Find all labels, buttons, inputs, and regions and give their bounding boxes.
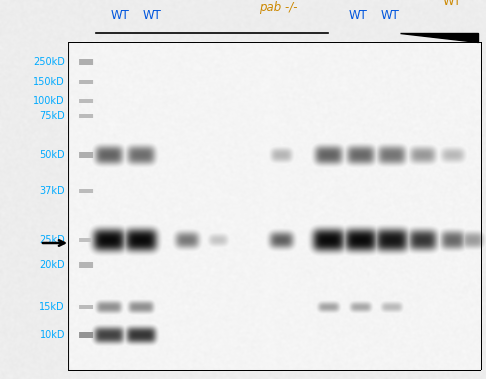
Text: 37kD: 37kD: [39, 186, 65, 196]
Text: 20kD: 20kD: [39, 260, 65, 270]
Text: WT: WT: [381, 9, 399, 22]
Text: WT: WT: [443, 0, 461, 8]
Text: WT: WT: [142, 9, 161, 22]
Text: WT: WT: [110, 9, 129, 22]
Text: pab -/-: pab -/-: [259, 1, 297, 14]
Polygon shape: [400, 33, 478, 42]
Text: 100kD: 100kD: [34, 96, 65, 106]
Text: 250kD: 250kD: [33, 57, 65, 67]
Text: 25kD: 25kD: [39, 235, 65, 245]
Text: 50kD: 50kD: [39, 150, 65, 160]
Text: WT: WT: [348, 9, 367, 22]
Text: 10kD: 10kD: [39, 330, 65, 340]
Text: 15kD: 15kD: [39, 302, 65, 312]
Text: 75kD: 75kD: [39, 111, 65, 121]
Text: 150kD: 150kD: [33, 77, 65, 87]
